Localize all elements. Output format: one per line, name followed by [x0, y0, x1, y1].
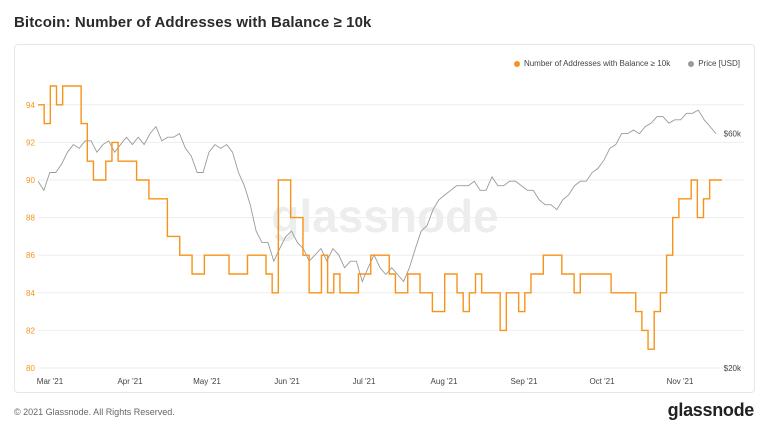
legend-price-label: Price [USD]	[698, 59, 740, 68]
y-left-tick-label: 82	[26, 326, 35, 335]
glassnode-logo[interactable]: glassnode	[667, 400, 755, 420]
legend-item-price[interactable]: Price [USD]	[688, 59, 740, 68]
x-tick-label: Apr '21	[117, 377, 143, 386]
addresses-series-line	[38, 85, 722, 350]
legend-addresses-dot-icon	[513, 60, 520, 67]
legend-addresses-label: Number of Addresses with Balance ≥ 10k	[523, 59, 671, 68]
y-right-tick-label: $20k	[724, 364, 742, 373]
copyright-text: © 2021 Glassnode. All Rights Reserved.	[14, 407, 175, 417]
chart-panel	[14, 44, 755, 393]
y-left-tick-label: 88	[26, 214, 35, 223]
y-left-tick-label: 94	[26, 101, 35, 110]
x-tick-label: Mar '21	[37, 377, 64, 386]
x-tick-label: Jun '21	[274, 377, 300, 386]
y-left-tick-label: 92	[26, 138, 35, 147]
price-series-line	[37, 109, 717, 283]
y-left-tick-label: 84	[26, 289, 35, 298]
x-tick-label: May '21	[193, 377, 221, 386]
x-tick-label: Jul '21	[353, 377, 376, 386]
y-left-tick-label: 86	[26, 251, 35, 260]
legend-price-dot-icon	[688, 60, 695, 67]
legend-item-addresses[interactable]: Number of Addresses with Balance ≥ 10k	[513, 59, 671, 68]
x-tick-label: Oct '21	[589, 377, 615, 386]
chart-title: Bitcoin: Number of Addresses with Balanc…	[14, 14, 372, 31]
x-tick-label: Nov '21	[667, 377, 694, 386]
y-right-tick-label: $60k	[724, 130, 742, 139]
x-tick-label: Aug '21	[431, 377, 458, 386]
y-left-tick-label: 80	[26, 364, 35, 373]
watermark: glassnode	[271, 190, 499, 242]
y-left-tick-label: 90	[26, 176, 35, 185]
chart-legend: Number of Addresses with Balance ≥ 10k P…	[513, 59, 740, 68]
x-tick-label: Sep '21	[511, 377, 538, 386]
